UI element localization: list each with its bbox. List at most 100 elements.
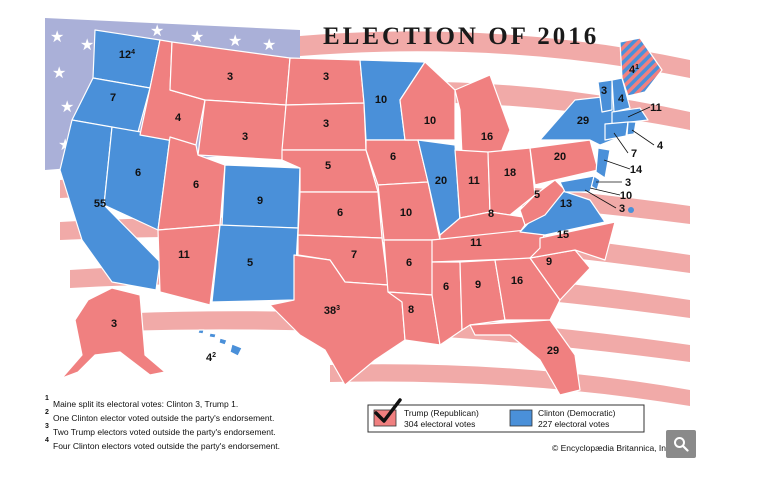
state-mississippi — [431, 261, 463, 346]
legend: Trump (Republican) 304 electoral votes C… — [367, 398, 645, 433]
callout-leader-line — [627, 106, 651, 118]
electoral-vote-label: 18 — [504, 167, 516, 179]
footnote-number: 2 — [45, 409, 49, 416]
dc-marker — [628, 207, 634, 213]
electoral-vote-label: 3 — [111, 318, 117, 330]
flag-star-icon: ★ — [80, 35, 94, 54]
electoral-vote-label: 124 — [119, 49, 135, 61]
callout-vote-label: 7 — [631, 148, 637, 160]
footnote-text: Four Clinton electors voted outside the … — [53, 441, 280, 451]
electoral-vote-label: 13 — [560, 198, 572, 210]
electoral-vote-label: 5 — [247, 257, 253, 269]
footnotes: 1 Maine split its electoral votes: Clint… — [45, 395, 280, 451]
state-ohio — [487, 147, 536, 216]
electoral-vote-label: 15 — [557, 229, 569, 241]
state-iowa — [365, 139, 429, 186]
flag-star-icon: ★ — [262, 35, 276, 54]
callout-vote-label: 10 — [620, 190, 632, 202]
state-texas — [269, 254, 406, 386]
legend-box — [367, 404, 645, 433]
electoral-vote-label: 55 — [94, 198, 106, 210]
electoral-vote-label: 16 — [481, 131, 493, 143]
callout-vote-label: 14 — [630, 164, 643, 176]
state-rhode-island — [626, 121, 637, 136]
map-title: ELECTION OF 2016 — [323, 23, 599, 50]
electoral-vote-label: 29 — [577, 115, 589, 127]
electoral-vote-label: 10 — [400, 207, 412, 219]
state-connecticut — [604, 121, 629, 141]
callout-leader-line — [603, 159, 631, 170]
state-new-hampshire — [611, 77, 631, 113]
electoral-vote-label: 6 — [135, 167, 141, 179]
flag-star-icon: ★ — [50, 27, 64, 46]
state-wisconsin — [399, 61, 456, 141]
magnifier-icon — [674, 437, 689, 452]
electoral-vote-label: 16 — [511, 275, 523, 287]
state-hawaii-island — [218, 337, 228, 346]
legend-trump-votes: 304 electoral votes — [404, 419, 475, 429]
electoral-vote-label: 9 — [546, 256, 552, 268]
footnote-number: 3 — [45, 423, 49, 430]
callout-vote-label: 3 — [619, 203, 625, 215]
flag-star-icon: ★ — [190, 27, 204, 46]
legend-clinton-name: Clinton (Democratic) — [538, 408, 616, 418]
electoral-vote-label: 11 — [178, 249, 190, 261]
footnote-text: Maine split its electoral votes: Clinton… — [53, 399, 238, 409]
flag-star-icon: ★ — [228, 31, 242, 50]
electoral-vote-label: 6 — [443, 281, 449, 293]
state-hawaii-island — [229, 343, 243, 357]
flag-star-icon: ★ — [60, 97, 74, 116]
footnote-number: 1 — [45, 395, 49, 402]
state-wyoming — [197, 99, 287, 161]
legend-clinton-votes: 227 electoral votes — [538, 419, 609, 429]
electoral-vote-label: 383 — [324, 305, 340, 317]
electoral-vote-label: 7 — [110, 92, 116, 104]
electoral-vote-label: 6 — [406, 257, 412, 269]
electoral-vote-label: 20 — [554, 151, 566, 163]
electoral-vote-label: 41 — [629, 64, 639, 76]
callout-vote-label: 3 — [625, 177, 631, 189]
flag-star-icon: ★ — [52, 63, 66, 82]
electoral-vote-label: 10 — [375, 94, 387, 106]
flag-stripe — [90, 311, 690, 362]
callout-leader-line — [631, 129, 655, 146]
callout-vote-label: 4 — [657, 140, 664, 152]
callout-leader-line — [584, 189, 617, 209]
electoral-vote-label: 7 — [351, 249, 357, 261]
electoral-vote-label: 6 — [390, 151, 396, 163]
footnote-number: 4 — [45, 437, 49, 444]
callout-leader-line — [589, 187, 621, 196]
state-hawaii-island — [208, 332, 217, 339]
flag-stripe — [300, 31, 690, 78]
states — [59, 29, 663, 396]
state-vermont — [597, 79, 613, 113]
callout-vote-label: 11 — [650, 102, 662, 114]
electoral-vote-label: 20 — [435, 175, 447, 187]
state-new-jersey — [595, 147, 611, 179]
flag-star-icon: ★ — [150, 21, 164, 40]
electoral-vote-label: 8 — [488, 208, 494, 220]
footnote-text: One Clinton elector voted outside the pa… — [53, 413, 274, 423]
electoral-vote-label: 3 — [601, 85, 607, 97]
electoral-vote-label: 11 — [468, 175, 480, 187]
copyright-credit: © Encyclopædia Britannica, Inc. — [552, 443, 673, 453]
electoral-vote-label: 6 — [337, 207, 343, 219]
zoom-button[interactable] — [666, 430, 696, 458]
electoral-vote-label: 3 — [323, 71, 329, 83]
state-florida — [469, 319, 581, 396]
state-maine — [619, 37, 663, 97]
state-maryland — [559, 175, 595, 193]
electoral-vote-label: 29 — [547, 345, 559, 357]
electoral-vote-label: 10 — [424, 115, 436, 127]
state-arizona — [157, 224, 221, 306]
electoral-vote-labels: 1247556433611953356738310610681020161118… — [94, 49, 639, 364]
state-pennsylvania — [529, 139, 599, 186]
state-louisiana — [387, 291, 441, 346]
electoral-vote-label: 4 — [175, 112, 182, 124]
electoral-vote-label: 11 — [470, 237, 482, 249]
electoral-vote-label: 6 — [193, 179, 199, 191]
electoral-vote-label: 9 — [257, 195, 263, 207]
electoral-vote-label: 3 — [323, 118, 329, 130]
